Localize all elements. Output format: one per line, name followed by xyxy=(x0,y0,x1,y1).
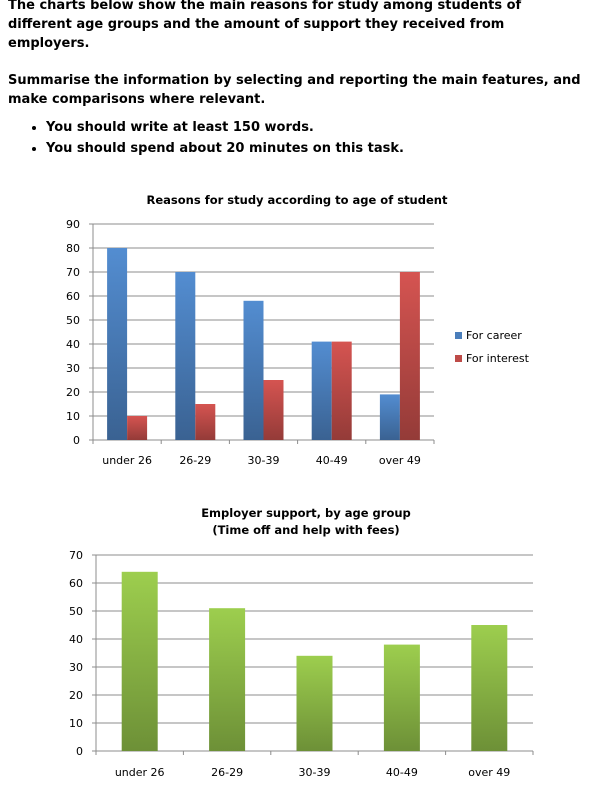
legend-swatch xyxy=(455,332,462,339)
y-tick-label: 50 xyxy=(66,314,80,327)
y-tick-label: 70 xyxy=(66,266,80,279)
x-tick-label: under 26 xyxy=(115,766,165,779)
bar-value-4 xyxy=(471,625,508,751)
y-tick-label: 10 xyxy=(66,410,80,423)
task-prompt: The charts below show the main reasons f… xyxy=(8,0,588,159)
y-tick-label: 10 xyxy=(69,717,83,730)
x-tick-label: 30-39 xyxy=(248,454,280,467)
bar-for-career-3 xyxy=(311,341,332,440)
bar-for-career-0 xyxy=(107,248,128,440)
y-tick-label: 30 xyxy=(69,661,83,674)
y-tick-label: 20 xyxy=(69,689,83,702)
bar-for-interest-1 xyxy=(195,404,216,440)
y-tick-label: 0 xyxy=(76,745,83,758)
bar-value-0 xyxy=(121,571,158,751)
x-tick-label: over 49 xyxy=(379,454,421,467)
employer-support-chart: Employer support, by age group (Time off … xyxy=(0,500,590,790)
legend-label: For career xyxy=(466,329,522,342)
task-instruction: Summarise the information by selecting a… xyxy=(8,73,581,107)
bar-for-interest-0 xyxy=(127,416,148,440)
task-bullet: You should write at least 150 words. xyxy=(46,117,588,138)
bar-for-interest-3 xyxy=(331,341,352,440)
x-tick-label: over 49 xyxy=(468,766,510,779)
legend-label: For interest xyxy=(466,352,530,365)
bar-for-interest-2 xyxy=(263,380,284,440)
y-tick-label: 40 xyxy=(69,633,83,646)
x-tick-label: 26-29 xyxy=(179,454,211,467)
bar-value-1 xyxy=(209,608,246,751)
reasons-chart: Reasons for study according to age of st… xyxy=(0,185,590,475)
bar-for-career-4 xyxy=(379,394,400,440)
employer-support-chart-svg: Employer support, by age group (Time off … xyxy=(69,506,534,779)
y-tick-label: 40 xyxy=(66,338,80,351)
bar-value-3 xyxy=(383,644,420,751)
y-tick-label: 60 xyxy=(66,290,80,303)
x-tick-label: 26-29 xyxy=(211,766,243,779)
bar-value-2 xyxy=(296,655,333,751)
task-bullet-list: You should write at least 150 words. You… xyxy=(8,117,588,159)
y-tick-label: 0 xyxy=(73,434,80,447)
bar-for-career-1 xyxy=(175,272,196,440)
y-tick-label: 20 xyxy=(66,386,80,399)
task-intro: The charts below show the main reasons f… xyxy=(8,0,522,51)
x-tick-label: 40-49 xyxy=(386,766,418,779)
chart-subtitle: (Time off and help with fees) xyxy=(212,523,399,537)
bar-for-interest-4 xyxy=(399,272,420,440)
y-tick-label: 60 xyxy=(69,577,83,590)
y-tick-label: 80 xyxy=(66,242,80,255)
task-bullet: You should spend about 20 minutes on thi… xyxy=(46,138,588,159)
y-tick-label: 70 xyxy=(69,549,83,562)
y-tick-label: 50 xyxy=(69,605,83,618)
x-tick-label: 40-49 xyxy=(316,454,348,467)
reasons-chart-svg: Reasons for study according to age of st… xyxy=(66,193,530,467)
chart-title: Reasons for study according to age of st… xyxy=(147,193,448,207)
x-tick-label: 30-39 xyxy=(299,766,331,779)
x-tick-label: under 26 xyxy=(102,454,152,467)
y-tick-label: 30 xyxy=(66,362,80,375)
chart-title: Employer support, by age group xyxy=(201,506,411,520)
bar-for-career-2 xyxy=(243,300,264,440)
y-tick-label: 90 xyxy=(66,218,80,231)
legend-swatch xyxy=(455,355,462,362)
